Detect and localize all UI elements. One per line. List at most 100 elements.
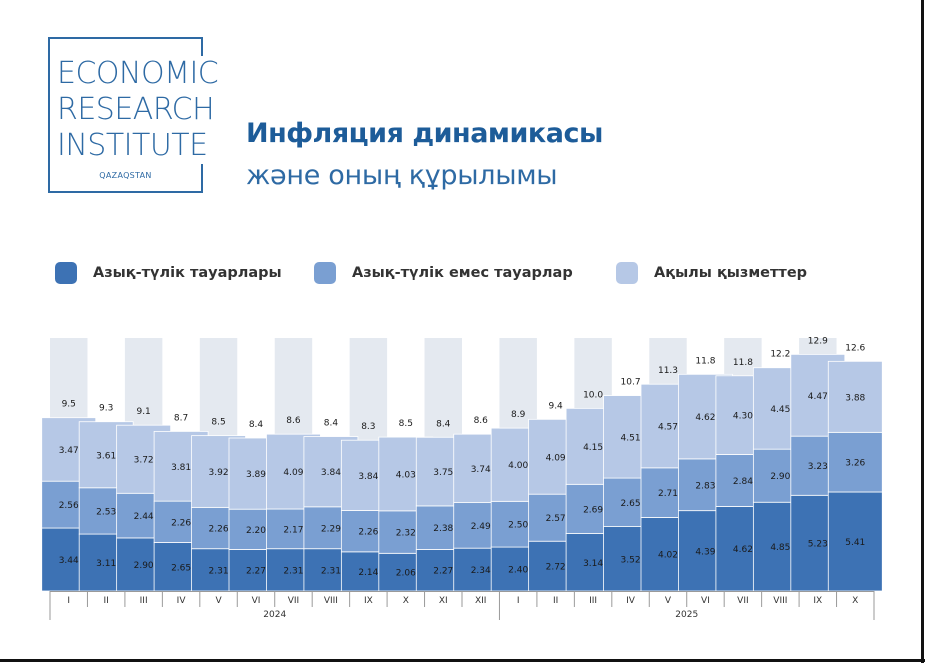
total-label-21: 12.9 [808,336,828,346]
logo-line-3: INSTITUTE [57,128,208,163]
x-tick-label-18: VI [701,596,710,606]
legend-swatch-food [55,262,77,284]
total-label-18: 11.8 [695,356,715,366]
total-label-22: 12.6 [845,343,865,353]
bar-label-food-1: 3.44 [59,556,79,566]
page-subtitle: және оның құрылымы [246,160,558,191]
total-label-11: 8.4 [436,419,451,429]
bar-label-services-1: 3.47 [59,446,79,456]
x-tick-label-8: VIII [324,596,338,606]
bar-label-services-20: 4.45 [770,405,790,415]
legend-item-services: Ақылы қызметтер [616,261,807,285]
bar-label-nonfood-2: 2.53 [96,507,116,517]
x-tick-label-21: IX [813,596,822,606]
total-label-12: 8.6 [474,416,489,426]
bar-label-food-7: 2.31 [283,566,303,576]
bar-label-services-7: 4.09 [283,468,303,478]
total-label-6: 8.4 [249,420,264,430]
bar-label-services-15: 4.15 [583,443,603,453]
x-tick-label-7: VII [288,596,299,606]
bar-label-food-13: 2.40 [508,566,528,576]
x-tick-label-10: X [403,596,409,606]
year-label-2025: 2025 [675,610,698,620]
bar-label-nonfood-5: 2.26 [209,525,229,535]
bar-label-services-5: 3.92 [209,468,229,478]
bar-label-nonfood-8: 2.29 [321,524,341,534]
bar-label-nonfood-17: 2.71 [658,489,678,499]
x-tick-label-3: III [140,596,148,606]
x-tick-label-1: I [67,596,70,606]
bar-label-nonfood-19: 2.84 [733,477,753,487]
bar-nonfood-22 [827,431,883,493]
legend-swatch-nonfood [314,262,336,284]
bar-label-food-18: 4.39 [695,547,715,557]
bar-label-food-21: 5.23 [808,540,828,550]
bar-label-services-22: 3.88 [845,393,865,403]
x-tick-label-16: IV [626,596,636,606]
bar-label-food-9: 2.14 [358,568,378,578]
bar-label-food-20: 4.85 [770,543,790,553]
total-label-14: 9.4 [548,401,563,411]
bar-services-22 [827,360,883,433]
bar-label-services-17: 4.57 [658,423,678,433]
total-label-4: 8.7 [174,413,188,423]
bar-label-nonfood-21: 3.23 [808,462,828,472]
bar-label-food-17: 4.02 [658,551,678,561]
logo-line-1: ECONOMIC [57,56,219,91]
bar-label-food-16: 3.52 [621,555,641,565]
bar-label-food-14: 2.72 [546,563,566,573]
frame-right-border [921,0,924,663]
bar-label-nonfood-13: 2.50 [508,521,528,531]
legend-swatch-services [616,262,638,284]
logo-line-2: RESEARCH [57,92,215,127]
bar-label-food-2: 3.11 [96,559,116,569]
bar-label-nonfood-15: 2.69 [583,505,603,515]
bar-label-services-12: 3.74 [471,465,491,475]
x-tick-label-5: V [215,596,222,606]
bar-label-services-16: 4.51 [621,433,641,443]
bar-label-nonfood-1: 2.56 [59,501,79,511]
bar-label-food-4: 2.65 [171,563,191,573]
x-tick-label-2: II [104,596,109,606]
bar-label-food-12: 2.34 [471,566,491,576]
total-label-8: 8.4 [324,419,339,429]
bar-label-nonfood-16: 2.65 [621,499,641,509]
total-label-17: 11.3 [658,366,678,376]
bar-label-nonfood-14: 2.57 [546,514,566,524]
total-label-13: 8.9 [511,410,526,420]
total-label-20: 12.2 [770,350,790,360]
legend-item-nonfood: Азық-түлік емес тауарлар [314,261,573,285]
x-tick-label-4: IV [177,596,187,606]
total-label-2: 9.3 [99,404,113,414]
x-tick-label-11: XI [439,596,448,606]
logo: ECONOMIC RESEARCH INSTITUTE [57,56,221,164]
bar-label-nonfood-7: 2.17 [283,525,303,535]
bar-label-services-21: 4.47 [808,392,828,402]
bar-label-food-10: 2.06 [396,569,416,579]
total-label-16: 10.7 [621,378,641,388]
x-tick-label-17: V [665,596,672,606]
total-label-3: 9.1 [136,407,150,417]
bar-label-services-4: 3.81 [171,463,191,473]
total-label-15: 10.0 [583,390,603,400]
bar-label-services-10: 4.03 [396,470,416,480]
total-label-9: 8.3 [361,422,375,432]
x-tick-label-9: IX [364,596,373,606]
bar-label-food-15: 3.14 [583,559,603,569]
legend-label-services: Ақылы қызметтер [654,265,808,281]
year-label-2024: 2024 [263,610,286,620]
total-label-10: 8.5 [399,419,413,429]
x-tick-label-12: XII [475,596,486,606]
bar-label-food-8: 2.31 [321,566,341,576]
frame-bottom-border [0,659,925,662]
bar-label-nonfood-20: 2.90 [770,472,790,482]
x-tick-label-13: I [517,596,520,606]
bar-label-food-3: 2.90 [134,561,154,571]
bar-label-food-11: 2.27 [433,567,453,577]
bar-label-nonfood-22: 3.26 [845,459,865,469]
bar-label-nonfood-3: 2.44 [134,512,154,522]
bar-label-food-22: 5.41 [845,538,865,548]
x-tick-label-20: VIII [773,596,787,606]
bar-label-nonfood-4: 2.26 [171,518,191,528]
